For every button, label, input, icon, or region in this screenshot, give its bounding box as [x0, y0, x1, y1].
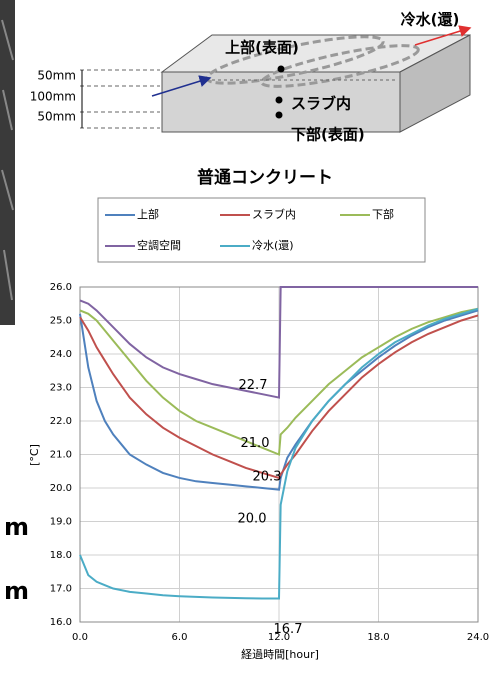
- legend-label: 空調空間: [137, 238, 181, 252]
- legend-label: 上部: [137, 207, 159, 221]
- x-tick-label: 18.0: [367, 632, 389, 643]
- x-tick-label: 0.0: [72, 632, 88, 643]
- x-axis-label: 経過時間[hour]: [241, 648, 319, 661]
- x-tick-label: 6.0: [172, 632, 188, 643]
- y-axis-label: [°C]: [28, 444, 41, 466]
- diagram-label: 冷水(還): [401, 11, 460, 29]
- y-tick-label: 26.0: [50, 282, 72, 293]
- y-tick-label: 17.0: [50, 584, 72, 595]
- y-tick-label: 24.0: [50, 349, 72, 360]
- legend-label: 冷水(還): [252, 239, 294, 252]
- chart-title: 普通コンクリート: [197, 167, 333, 188]
- x-tick-label: 24.0: [467, 632, 489, 643]
- annotation: 20.0: [238, 512, 267, 527]
- annotation: 16.7: [274, 622, 303, 637]
- diagram-label: スラブ内: [291, 95, 351, 113]
- y-tick-label: 16.0: [50, 617, 72, 628]
- y-tick-label: 22.0: [50, 416, 72, 427]
- diagram-label: 100mm: [30, 90, 76, 104]
- annotation: 22.7: [239, 378, 268, 393]
- photo-fragment: [0, 0, 15, 325]
- annotation: 21.0: [241, 436, 270, 451]
- diagram-label: 50mm: [37, 69, 76, 83]
- y-tick-label: 19.0: [50, 517, 72, 528]
- page: m m 冷水(還) 上部(表面) スラブ内 下部(表面) 50mm 100mm …: [0, 0, 497, 691]
- y-tick-label: 21.0: [50, 450, 72, 461]
- annotation: 20.3: [253, 469, 282, 484]
- y-tick-label: 18.0: [50, 550, 72, 561]
- y-tick-label: 25.0: [50, 316, 72, 327]
- diagram-label: 50mm: [37, 110, 76, 124]
- y-tick-label: 23.0: [50, 383, 72, 394]
- cropped-text: m: [4, 577, 29, 605]
- legend-label: 下部: [372, 207, 394, 221]
- diagram-label: 下部(表面): [291, 126, 365, 144]
- cropped-text: m: [4, 513, 29, 541]
- diagram-label: 上部(表面): [225, 39, 299, 57]
- legend-label: スラブ内: [252, 207, 296, 221]
- y-tick-label: 20.0: [50, 483, 72, 494]
